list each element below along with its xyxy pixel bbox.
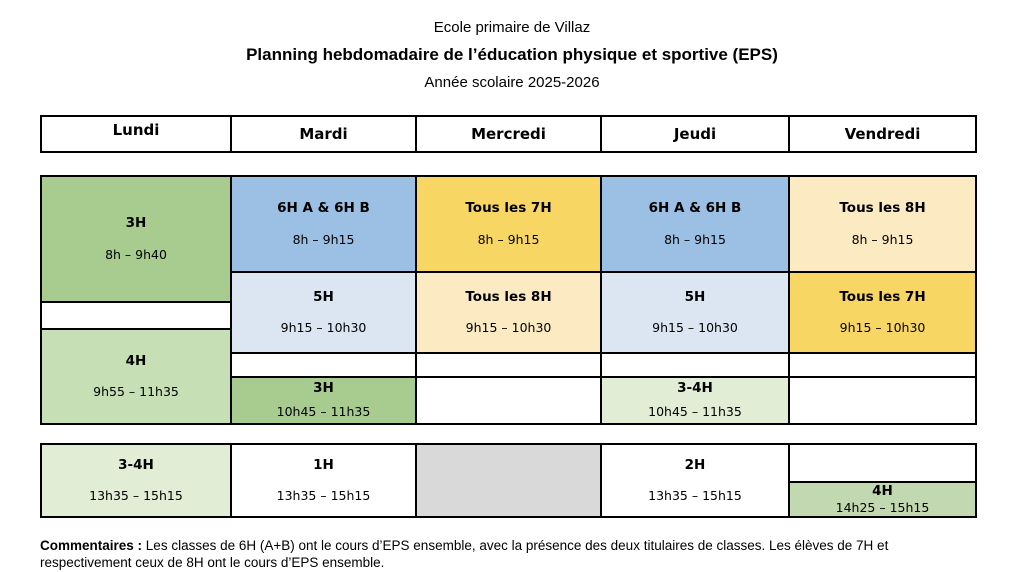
comments: Commentaires : Les classes de 6H (A+B) o… <box>40 537 958 572</box>
morning-col-mardi: 6H A & 6H B 8h – 9h15 5H 9h15 – 10h30 3H… <box>230 175 417 425</box>
morning-col-lundi: 3H 8h – 9h40 4H 9h55 – 11h35 <box>40 175 232 425</box>
afternoon-col-jeudi: 2H 13h35 – 15h15 <box>600 443 790 518</box>
day-header-mercredi: Mercredi <box>415 115 602 153</box>
time-label: 14h25 – 15h15 <box>836 501 930 515</box>
slot-mercredi-7h: Tous les 7H 8h – 9h15 <box>415 175 602 273</box>
time-label: 9h55 – 11h35 <box>93 385 179 399</box>
afternoon-col-lundi: 3-4H 13h35 – 15h15 <box>40 443 232 518</box>
school-name: Ecole primaire de Villaz <box>0 19 1024 36</box>
class-label: 3-4H <box>677 381 713 397</box>
class-label: 6H A & 6H B <box>277 201 370 217</box>
time-label: 10h45 – 11h35 <box>648 405 742 419</box>
class-label: 6H A & 6H B <box>649 201 742 217</box>
time-label: 8h – 9h15 <box>478 233 540 247</box>
class-label: 2H <box>685 458 706 474</box>
class-label: Tous les 7H <box>839 290 925 306</box>
slot-jeudi-aft-2h: 2H 13h35 – 15h15 <box>600 443 790 518</box>
comments-label: Commentaires : <box>40 538 142 553</box>
slot-lundi-aft-34h: 3-4H 13h35 – 15h15 <box>40 443 232 518</box>
time-label: 9h15 – 10h30 <box>652 321 738 335</box>
slot-mercredi-gap <box>415 352 602 378</box>
slot-jeudi-6h: 6H A & 6H B 8h – 9h15 <box>600 175 790 273</box>
time-label: 13h35 – 15h15 <box>89 489 183 503</box>
morning-col-mercredi: Tous les 7H 8h – 9h15 Tous les 8H 9h15 –… <box>415 175 602 425</box>
day-header-lundi: Lundi <box>40 115 232 153</box>
slot-mercredi-8h: Tous les 8H 9h15 – 10h30 <box>415 271 602 354</box>
slot-mardi-6h: 6H A & 6H B 8h – 9h15 <box>230 175 417 273</box>
day-header-jeudi: Jeudi <box>600 115 790 153</box>
slot-vendredi-8h: Tous les 8H 8h – 9h15 <box>788 175 977 273</box>
day-header-row: Lundi Mardi Mercredi Jeudi Vendredi <box>40 115 977 153</box>
afternoon-col-mardi: 1H 13h35 – 15h15 <box>230 443 417 518</box>
class-label: 3H <box>126 216 147 232</box>
title-block: Ecole primaire de Villaz Planning hebdom… <box>0 19 1024 91</box>
slot-jeudi-5h: 5H 9h15 – 10h30 <box>600 271 790 354</box>
class-label: 5H <box>685 290 706 306</box>
time-label: 9h15 – 10h30 <box>840 321 926 335</box>
time-label: 9h15 – 10h30 <box>466 321 552 335</box>
page-title: Planning hebdomadaire de l’éducation phy… <box>0 45 1024 65</box>
slot-mercredi-empty <box>415 376 602 425</box>
class-label: 3-4H <box>118 458 154 474</box>
slot-vendredi-gap <box>788 352 977 378</box>
afternoon-col-vendredi: 4H 14h25 – 15h15 <box>788 443 977 518</box>
slot-vendredi-7h: Tous les 7H 9h15 – 10h30 <box>788 271 977 354</box>
day-header-vendredi: Vendredi <box>788 115 977 153</box>
class-label: Tous les 7H <box>465 201 551 217</box>
slot-mardi-3h: 3H 10h45 – 11h35 <box>230 376 417 425</box>
time-label: 8h – 9h15 <box>664 233 726 247</box>
slot-lundi-3h: 3H 8h – 9h40 <box>40 175 232 303</box>
afternoon-col-mercredi <box>415 443 602 518</box>
time-label: 8h – 9h15 <box>293 233 355 247</box>
slot-mardi-gap <box>230 352 417 378</box>
time-label: 13h35 – 15h15 <box>277 489 371 503</box>
slot-mercredi-aft-empty <box>415 443 602 518</box>
time-label: 13h35 – 15h15 <box>648 489 742 503</box>
slot-vendredi-aft-empty <box>788 443 977 483</box>
time-label: 9h15 – 10h30 <box>281 321 367 335</box>
day-header-mardi: Mardi <box>230 115 417 153</box>
class-label: 4H <box>872 484 893 500</box>
slot-jeudi-gap <box>600 352 790 378</box>
time-label: 8h – 9h40 <box>105 248 167 262</box>
morning-col-vendredi: Tous les 8H 8h – 9h15 Tous les 7H 9h15 –… <box>788 175 977 425</box>
slot-vendredi-aft-4h: 4H 14h25 – 15h15 <box>788 481 977 518</box>
slot-mardi-5h: 5H 9h15 – 10h30 <box>230 271 417 354</box>
slot-mardi-aft-1h: 1H 13h35 – 15h15 <box>230 443 417 518</box>
morning-col-jeudi: 6H A & 6H B 8h – 9h15 5H 9h15 – 10h30 3-… <box>600 175 790 425</box>
class-label: Tous les 8H <box>839 201 925 217</box>
time-label: 8h – 9h15 <box>852 233 914 247</box>
slot-vendredi-empty <box>788 376 977 425</box>
slot-jeudi-34h: 3-4H 10h45 – 11h35 <box>600 376 790 425</box>
slot-lundi-4h: 4H 9h55 – 11h35 <box>40 328 232 425</box>
class-label: Tous les 8H <box>465 290 551 306</box>
comments-text: Les classes de 6H (A+B) ont le cours d’E… <box>40 538 888 571</box>
class-label: 4H <box>126 354 147 370</box>
slot-lundi-gap <box>40 301 232 330</box>
class-label: 5H <box>313 290 334 306</box>
class-label: 3H <box>313 381 334 397</box>
class-label: 1H <box>313 458 334 474</box>
afternoon-grid: 3-4H 13h35 – 15h15 1H 13h35 – 15h15 2H 1… <box>40 443 977 518</box>
school-year: Année scolaire 2025-2026 <box>0 74 1024 91</box>
time-label: 10h45 – 11h35 <box>277 405 371 419</box>
morning-grid: 3H 8h – 9h40 4H 9h55 – 11h35 6H A & 6H B… <box>40 175 977 425</box>
